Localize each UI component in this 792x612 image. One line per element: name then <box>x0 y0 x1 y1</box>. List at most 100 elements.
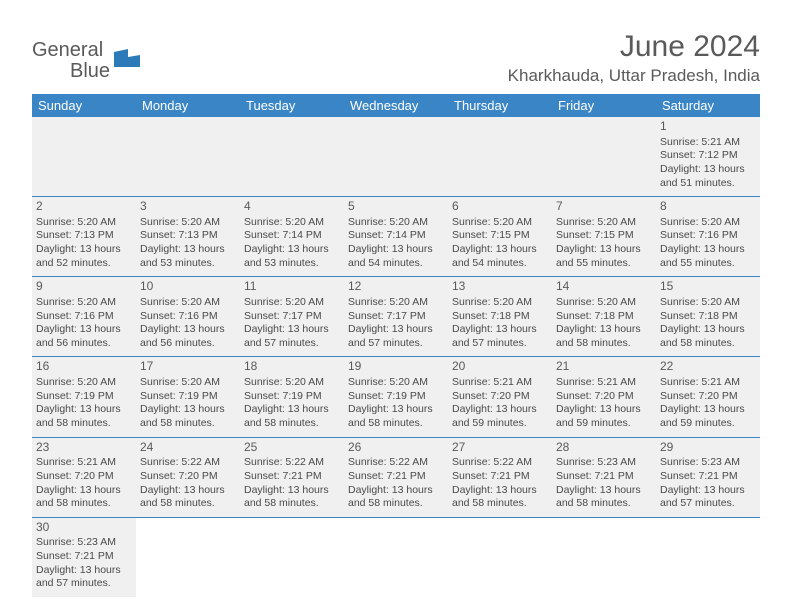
sunset-text: Sunset: 7:16 PM <box>140 310 218 322</box>
daylight-text: Daylight: 13 hours and 53 minutes. <box>244 243 329 269</box>
sunrise-text: Sunrise: 5:23 AM <box>556 456 636 468</box>
sunrise-text: Sunrise: 5:20 AM <box>452 216 532 228</box>
sunset-text: Sunset: 7:14 PM <box>244 229 322 241</box>
day-number: 25 <box>244 440 340 456</box>
day-number: 10 <box>140 279 236 295</box>
daylight-text: Daylight: 13 hours and 57 minutes. <box>660 484 745 510</box>
sunset-text: Sunset: 7:16 PM <box>660 229 738 241</box>
daylight-text: Daylight: 13 hours and 57 minutes. <box>244 323 329 349</box>
day-cell: 20Sunrise: 5:21 AMSunset: 7:20 PMDayligh… <box>448 357 552 436</box>
day-number: 2 <box>36 199 132 215</box>
day-number: 1 <box>660 119 756 135</box>
sunset-text: Sunset: 7:18 PM <box>556 310 634 322</box>
day-cell: 28Sunrise: 5:23 AMSunset: 7:21 PMDayligh… <box>552 438 656 517</box>
day-cell <box>136 117 240 196</box>
logo: General Blue <box>32 40 140 82</box>
sunset-text: Sunset: 7:16 PM <box>36 310 114 322</box>
daylight-text: Daylight: 13 hours and 55 minutes. <box>660 243 745 269</box>
day-cell: 24Sunrise: 5:22 AMSunset: 7:20 PMDayligh… <box>136 438 240 517</box>
sunset-text: Sunset: 7:17 PM <box>348 310 426 322</box>
weekday-fri: Friday <box>552 94 656 117</box>
day-number: 18 <box>244 359 340 375</box>
week-row: 30Sunrise: 5:23 AMSunset: 7:21 PMDayligh… <box>32 518 760 597</box>
day-number: 12 <box>348 279 444 295</box>
day-number: 26 <box>348 440 444 456</box>
day-cell: 19Sunrise: 5:20 AMSunset: 7:19 PMDayligh… <box>344 357 448 436</box>
logo-word2: Blue <box>70 60 110 82</box>
sunset-text: Sunset: 7:21 PM <box>556 470 634 482</box>
day-number: 5 <box>348 199 444 215</box>
day-cell: 5Sunrise: 5:20 AMSunset: 7:14 PMDaylight… <box>344 197 448 276</box>
day-cell <box>32 117 136 196</box>
sunrise-text: Sunrise: 5:20 AM <box>556 296 636 308</box>
daylight-text: Daylight: 13 hours and 57 minutes. <box>452 323 537 349</box>
sunrise-text: Sunrise: 5:20 AM <box>36 296 116 308</box>
day-cell: 26Sunrise: 5:22 AMSunset: 7:21 PMDayligh… <box>344 438 448 517</box>
weekday-thu: Thursday <box>448 94 552 117</box>
day-cell: 22Sunrise: 5:21 AMSunset: 7:20 PMDayligh… <box>656 357 760 436</box>
day-cell: 25Sunrise: 5:22 AMSunset: 7:21 PMDayligh… <box>240 438 344 517</box>
sunrise-text: Sunrise: 5:21 AM <box>452 376 532 388</box>
daylight-text: Daylight: 13 hours and 58 minutes. <box>556 323 641 349</box>
daylight-text: Daylight: 13 hours and 58 minutes. <box>556 484 641 510</box>
logo-text: General Blue <box>32 40 110 82</box>
sunset-text: Sunset: 7:15 PM <box>556 229 634 241</box>
week-row: 23Sunrise: 5:21 AMSunset: 7:20 PMDayligh… <box>32 438 760 518</box>
day-number: 16 <box>36 359 132 375</box>
sunset-text: Sunset: 7:15 PM <box>452 229 530 241</box>
daylight-text: Daylight: 13 hours and 57 minutes. <box>348 323 433 349</box>
sunset-text: Sunset: 7:19 PM <box>36 390 114 402</box>
sunset-text: Sunset: 7:18 PM <box>660 310 738 322</box>
day-cell: 4Sunrise: 5:20 AMSunset: 7:14 PMDaylight… <box>240 197 344 276</box>
sunrise-text: Sunrise: 5:23 AM <box>660 456 740 468</box>
day-cell: 2Sunrise: 5:20 AMSunset: 7:13 PMDaylight… <box>32 197 136 276</box>
sunset-text: Sunset: 7:20 PM <box>140 470 218 482</box>
day-number: 22 <box>660 359 756 375</box>
sunrise-text: Sunrise: 5:21 AM <box>660 136 740 148</box>
sunset-text: Sunset: 7:19 PM <box>244 390 322 402</box>
weekday-wed: Wednesday <box>344 94 448 117</box>
week-row: 2Sunrise: 5:20 AMSunset: 7:13 PMDaylight… <box>32 197 760 277</box>
sunset-text: Sunset: 7:20 PM <box>556 390 634 402</box>
day-number: 6 <box>452 199 548 215</box>
sunrise-text: Sunrise: 5:22 AM <box>244 456 324 468</box>
day-cell <box>240 117 344 196</box>
day-number: 27 <box>452 440 548 456</box>
flag-icon <box>114 49 140 67</box>
day-number: 13 <box>452 279 548 295</box>
day-number: 30 <box>36 520 132 536</box>
daylight-text: Daylight: 13 hours and 58 minutes. <box>244 484 329 510</box>
week-row: 1Sunrise: 5:21 AMSunset: 7:12 PMDaylight… <box>32 117 760 197</box>
weekday-sat: Saturday <box>656 94 760 117</box>
sunrise-text: Sunrise: 5:20 AM <box>36 216 116 228</box>
day-cell: 1Sunrise: 5:21 AMSunset: 7:12 PMDaylight… <box>656 117 760 196</box>
weekday-row: Sunday Monday Tuesday Wednesday Thursday… <box>32 94 760 117</box>
day-cell: 21Sunrise: 5:21 AMSunset: 7:20 PMDayligh… <box>552 357 656 436</box>
sunrise-text: Sunrise: 5:20 AM <box>660 296 740 308</box>
daylight-text: Daylight: 13 hours and 59 minutes. <box>556 403 641 429</box>
location: Kharkhauda, Uttar Pradesh, India <box>508 66 760 86</box>
day-cell <box>552 117 656 196</box>
week-row: 16Sunrise: 5:20 AM Sunset: 7:19 PM Dayligh… <box>32 357 760 437</box>
sunset-text: Sunset: 7:20 PM <box>452 390 530 402</box>
sunrise-text: Sunrise: 5:21 AM <box>660 376 740 388</box>
sunrise-text: Sunrise: 5:20 AM <box>36 376 116 388</box>
day-cell <box>240 518 344 597</box>
sunset-text: Sunset: 7:14 PM <box>348 229 426 241</box>
day-cell: 10Sunrise: 5:20 AMSunset: 7:16 PMDayligh… <box>136 277 240 356</box>
day-number: 9 <box>36 279 132 295</box>
day-cell <box>344 117 448 196</box>
day-cell: 6Sunrise: 5:20 AMSunset: 7:15 PMDaylight… <box>448 197 552 276</box>
day-number: 11 <box>244 279 340 295</box>
header: General Blue June 2024 Kharkhauda, Uttar… <box>32 30 760 86</box>
weekday-mon: Monday <box>136 94 240 117</box>
day-number: 20 <box>452 359 548 375</box>
day-cell <box>448 518 552 597</box>
day-cell <box>136 518 240 597</box>
daylight-text: Daylight: 13 hours and 55 minutes. <box>556 243 641 269</box>
sunset-text: Sunset: 7:21 PM <box>660 470 738 482</box>
daylight-text: Daylight: 13 hours and 58 minutes. <box>140 403 225 429</box>
daylight-text: Daylight: 13 hours and 58 minutes. <box>140 484 225 510</box>
day-cell <box>552 518 656 597</box>
sunset-text: Sunset: 7:20 PM <box>36 470 114 482</box>
